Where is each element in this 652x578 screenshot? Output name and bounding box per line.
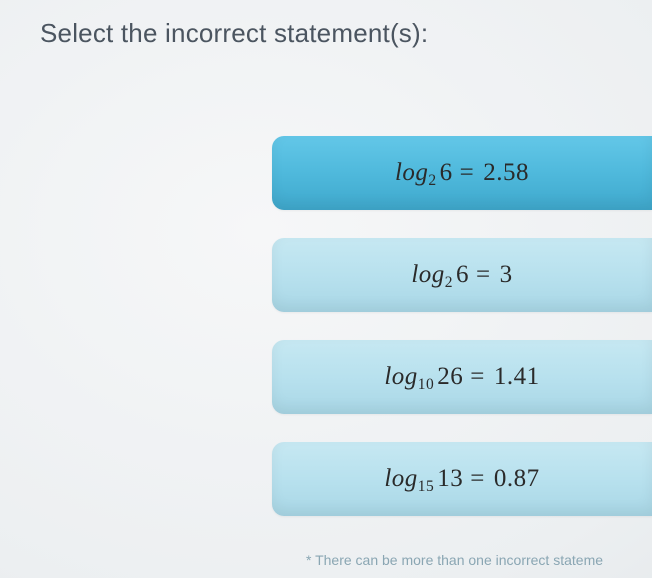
log-word: log xyxy=(384,363,417,391)
equals-sign: = xyxy=(470,465,485,493)
option-2[interactable]: log26= 3 xyxy=(272,238,652,312)
option-2-expression: log26= 3 xyxy=(411,261,512,289)
equals-sign: = xyxy=(470,363,485,391)
log-arg: 26 xyxy=(437,363,463,391)
log-arg: 13 xyxy=(437,465,463,493)
option-1[interactable]: log26= 2.58 xyxy=(272,136,652,210)
equals-sign: = xyxy=(460,159,475,187)
log-value: 0.87 xyxy=(494,465,540,493)
option-3[interactable]: log1026= 1.41 xyxy=(272,340,652,414)
option-4[interactable]: log1513= 0.87 xyxy=(272,442,652,516)
log-base: 10 xyxy=(418,376,435,394)
log-value: 3 xyxy=(500,261,513,289)
log-word: log xyxy=(384,465,417,493)
log-arg: 6 xyxy=(440,159,453,187)
equals-sign: = xyxy=(476,261,491,289)
footnote-text: * There can be more than one incorrect s… xyxy=(306,552,603,568)
log-word: log xyxy=(395,159,428,187)
option-3-expression: log1026= 1.41 xyxy=(384,363,539,391)
option-4-expression: log1513= 0.87 xyxy=(384,465,539,493)
log-value: 2.58 xyxy=(483,159,529,187)
log-arg: 6 xyxy=(456,261,469,289)
log-base: 15 xyxy=(418,478,435,496)
option-1-expression: log26= 2.58 xyxy=(395,159,529,187)
log-value: 1.41 xyxy=(494,363,540,391)
log-base: 2 xyxy=(445,274,453,292)
options-list: log26=2.58 log26=3 log1026=1.41 log1513=… xyxy=(272,136,652,516)
log-base: 2 xyxy=(428,172,436,190)
question-prompt: Select the incorrect statement(s): xyxy=(40,18,428,49)
log-word: log xyxy=(411,261,444,289)
